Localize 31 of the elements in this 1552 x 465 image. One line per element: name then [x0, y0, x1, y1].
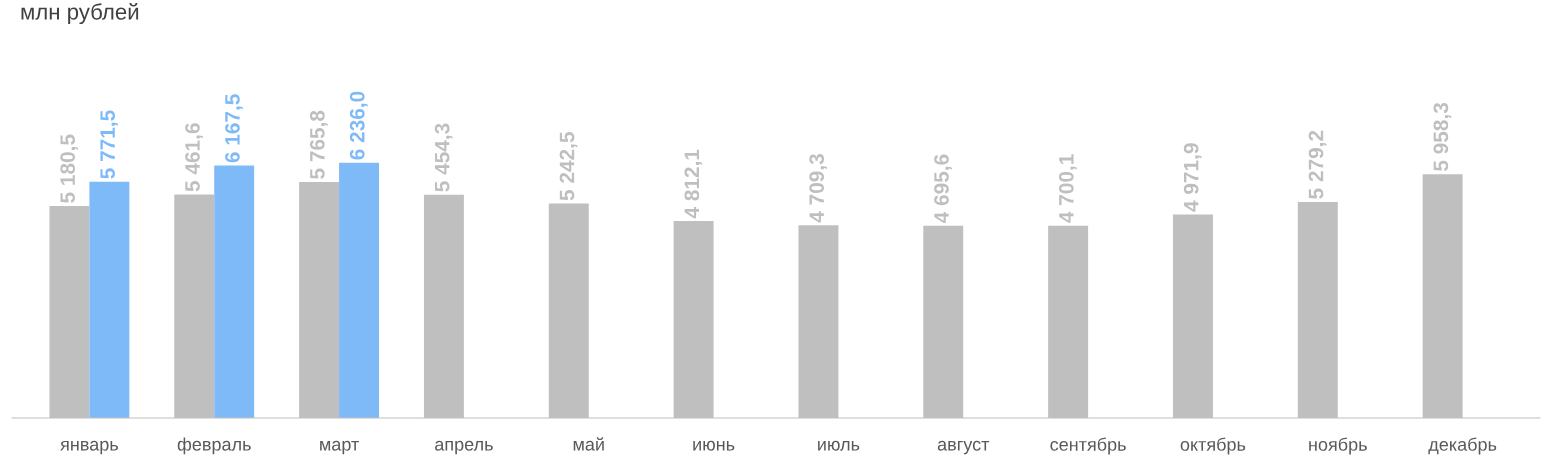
data-label: 5 242,5: [559, 132, 578, 201]
x-tick-label: февраль: [177, 437, 251, 455]
data-label: 4 695,6: [934, 154, 952, 224]
data-label: 5 461,6: [185, 123, 203, 192]
data-label: 4 709,3: [809, 154, 828, 223]
x-tick-label: август: [937, 440, 990, 455]
bar: [339, 162, 380, 418]
bar: [214, 165, 255, 418]
x-tick-label: октябрь: [1180, 437, 1246, 455]
x-tick-label: июль: [818, 440, 860, 451]
data-label: 5 765,8: [309, 110, 328, 179]
x-tick-label: ноябрь: [1309, 437, 1367, 455]
x-tick-label: сентябрь: [1050, 437, 1126, 455]
data-label: 4 700,1: [1058, 154, 1077, 223]
x-tick-label: апрель: [435, 440, 493, 455]
x-tick-label: май: [573, 437, 604, 451]
data-label: 6 167,5: [225, 94, 243, 163]
data-label: 5 771,5: [100, 110, 118, 179]
data-label: 5 454,3: [434, 123, 453, 192]
data-label: 4 812,1: [684, 149, 703, 219]
x-tick-label: январь: [60, 440, 118, 455]
data-label: 5 958,3: [1433, 102, 1452, 172]
x-tick-label: декабрь: [1428, 437, 1497, 455]
chart-title: млн рублей: [21, 3, 139, 25]
data-label: 5 279,2: [1308, 130, 1327, 199]
data-label: 5 180,5: [60, 134, 79, 203]
bar: [89, 181, 130, 418]
data-label: 4 971,9: [1183, 143, 1202, 212]
x-tick-label: июнь: [693, 440, 735, 451]
data-label: 6 236,0: [349, 91, 368, 160]
x-tick-label: март: [320, 440, 359, 455]
